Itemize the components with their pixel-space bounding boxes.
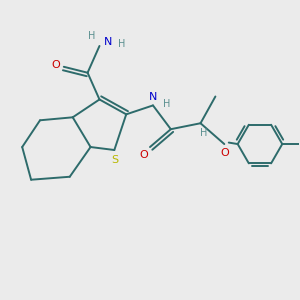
Text: N: N (149, 92, 157, 102)
Text: O: O (140, 150, 148, 161)
Text: H: H (118, 40, 125, 50)
Text: H: H (88, 31, 96, 40)
Text: H: H (163, 99, 170, 109)
Text: H: H (200, 128, 207, 138)
Text: O: O (51, 60, 60, 70)
Text: O: O (220, 148, 229, 158)
Text: N: N (103, 37, 112, 46)
Text: S: S (111, 154, 118, 164)
